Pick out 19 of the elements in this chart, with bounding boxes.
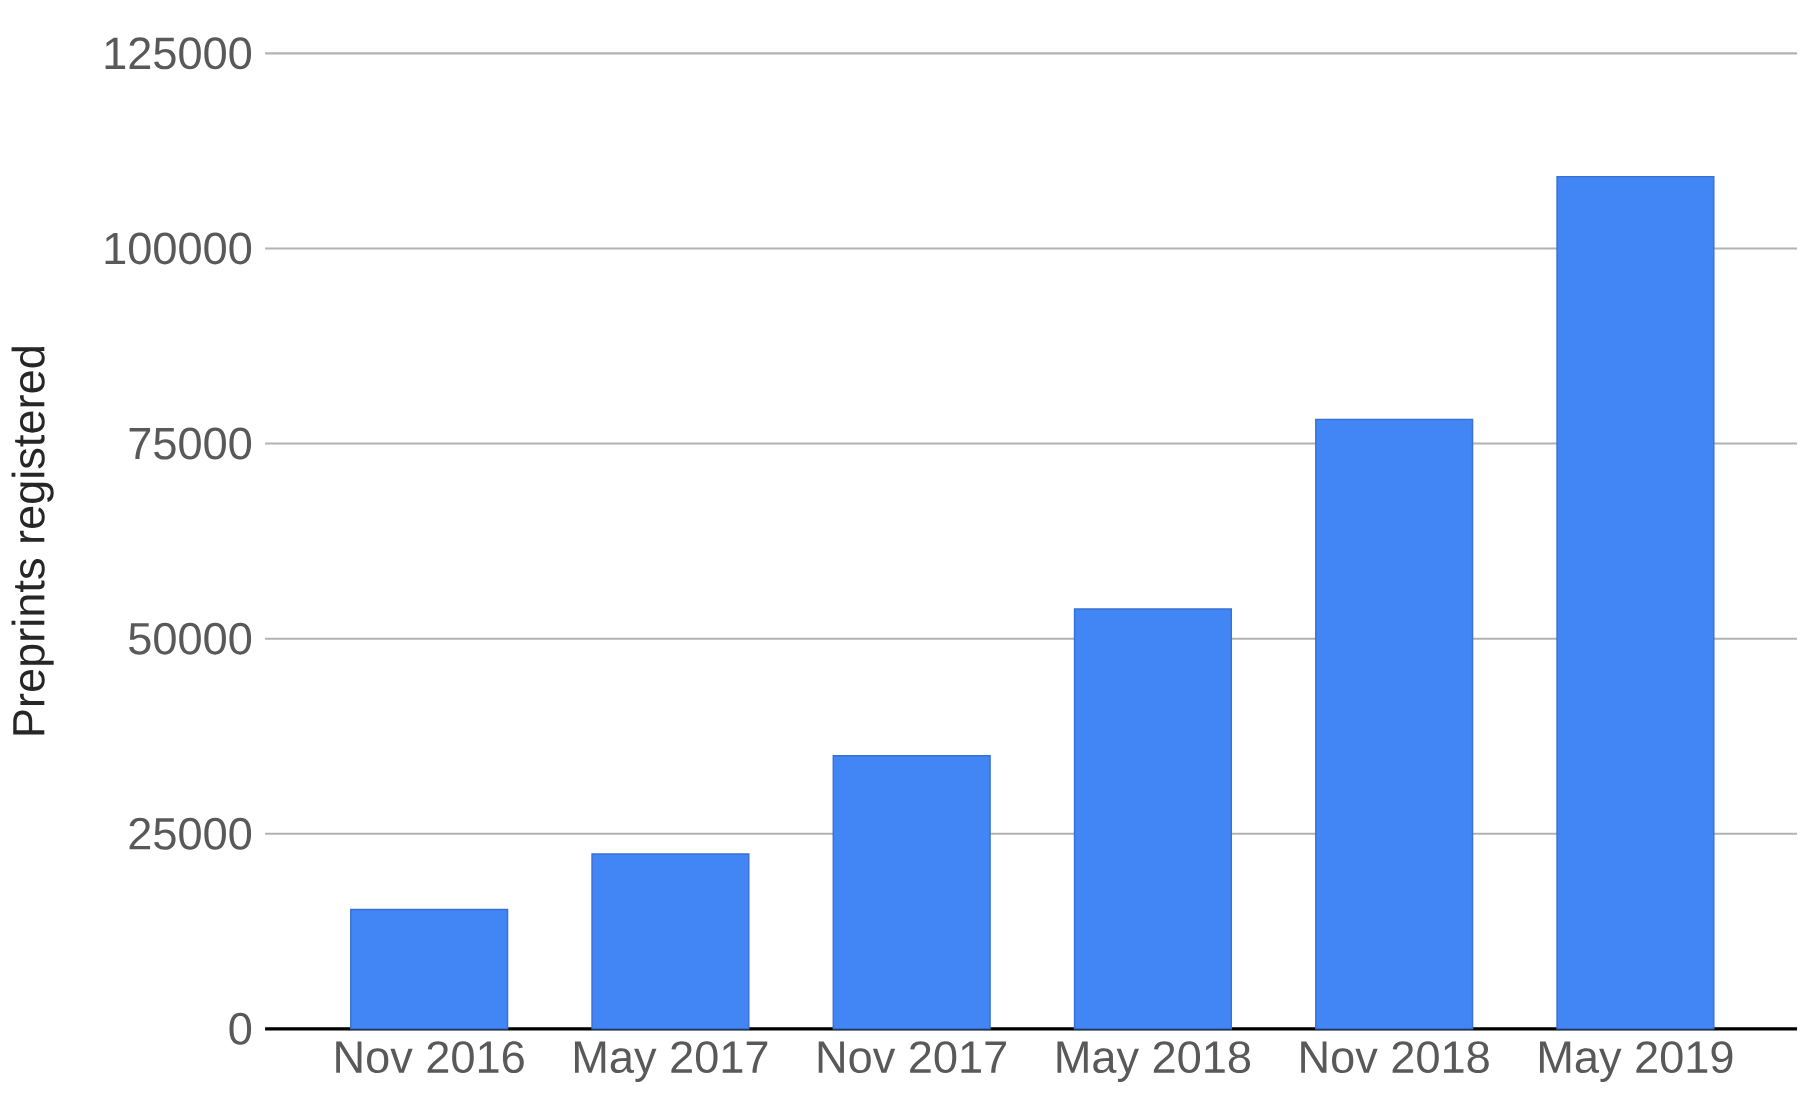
- x-tick-label: Nov 2016: [336, 1041, 524, 1074]
- bar: [350, 908, 509, 1030]
- bar: [1315, 418, 1474, 1030]
- y-tick-label: 100000: [105, 232, 252, 265]
- y-tick-label: 25000: [129, 817, 252, 850]
- y-tick-label: 50000: [129, 622, 252, 655]
- x-tick-label: May 2018: [1057, 1041, 1251, 1083]
- bar: [591, 853, 750, 1030]
- x-tick-label: Nov 2018: [1301, 1041, 1489, 1074]
- y-tick-label: 75000: [129, 427, 252, 460]
- x-tick-label: Nov 2017: [818, 1041, 1006, 1074]
- bar: [832, 755, 991, 1030]
- y-tick-label: 125000: [105, 37, 252, 70]
- x-tick-label: May 2017: [574, 1041, 768, 1083]
- y-axis-title: Preprints registered: [11, 347, 54, 735]
- bar: [1556, 176, 1715, 1030]
- x-tick-label: May 2019: [1539, 1041, 1733, 1083]
- bar: [1073, 608, 1233, 1030]
- y-tick-label: 0: [229, 1012, 252, 1045]
